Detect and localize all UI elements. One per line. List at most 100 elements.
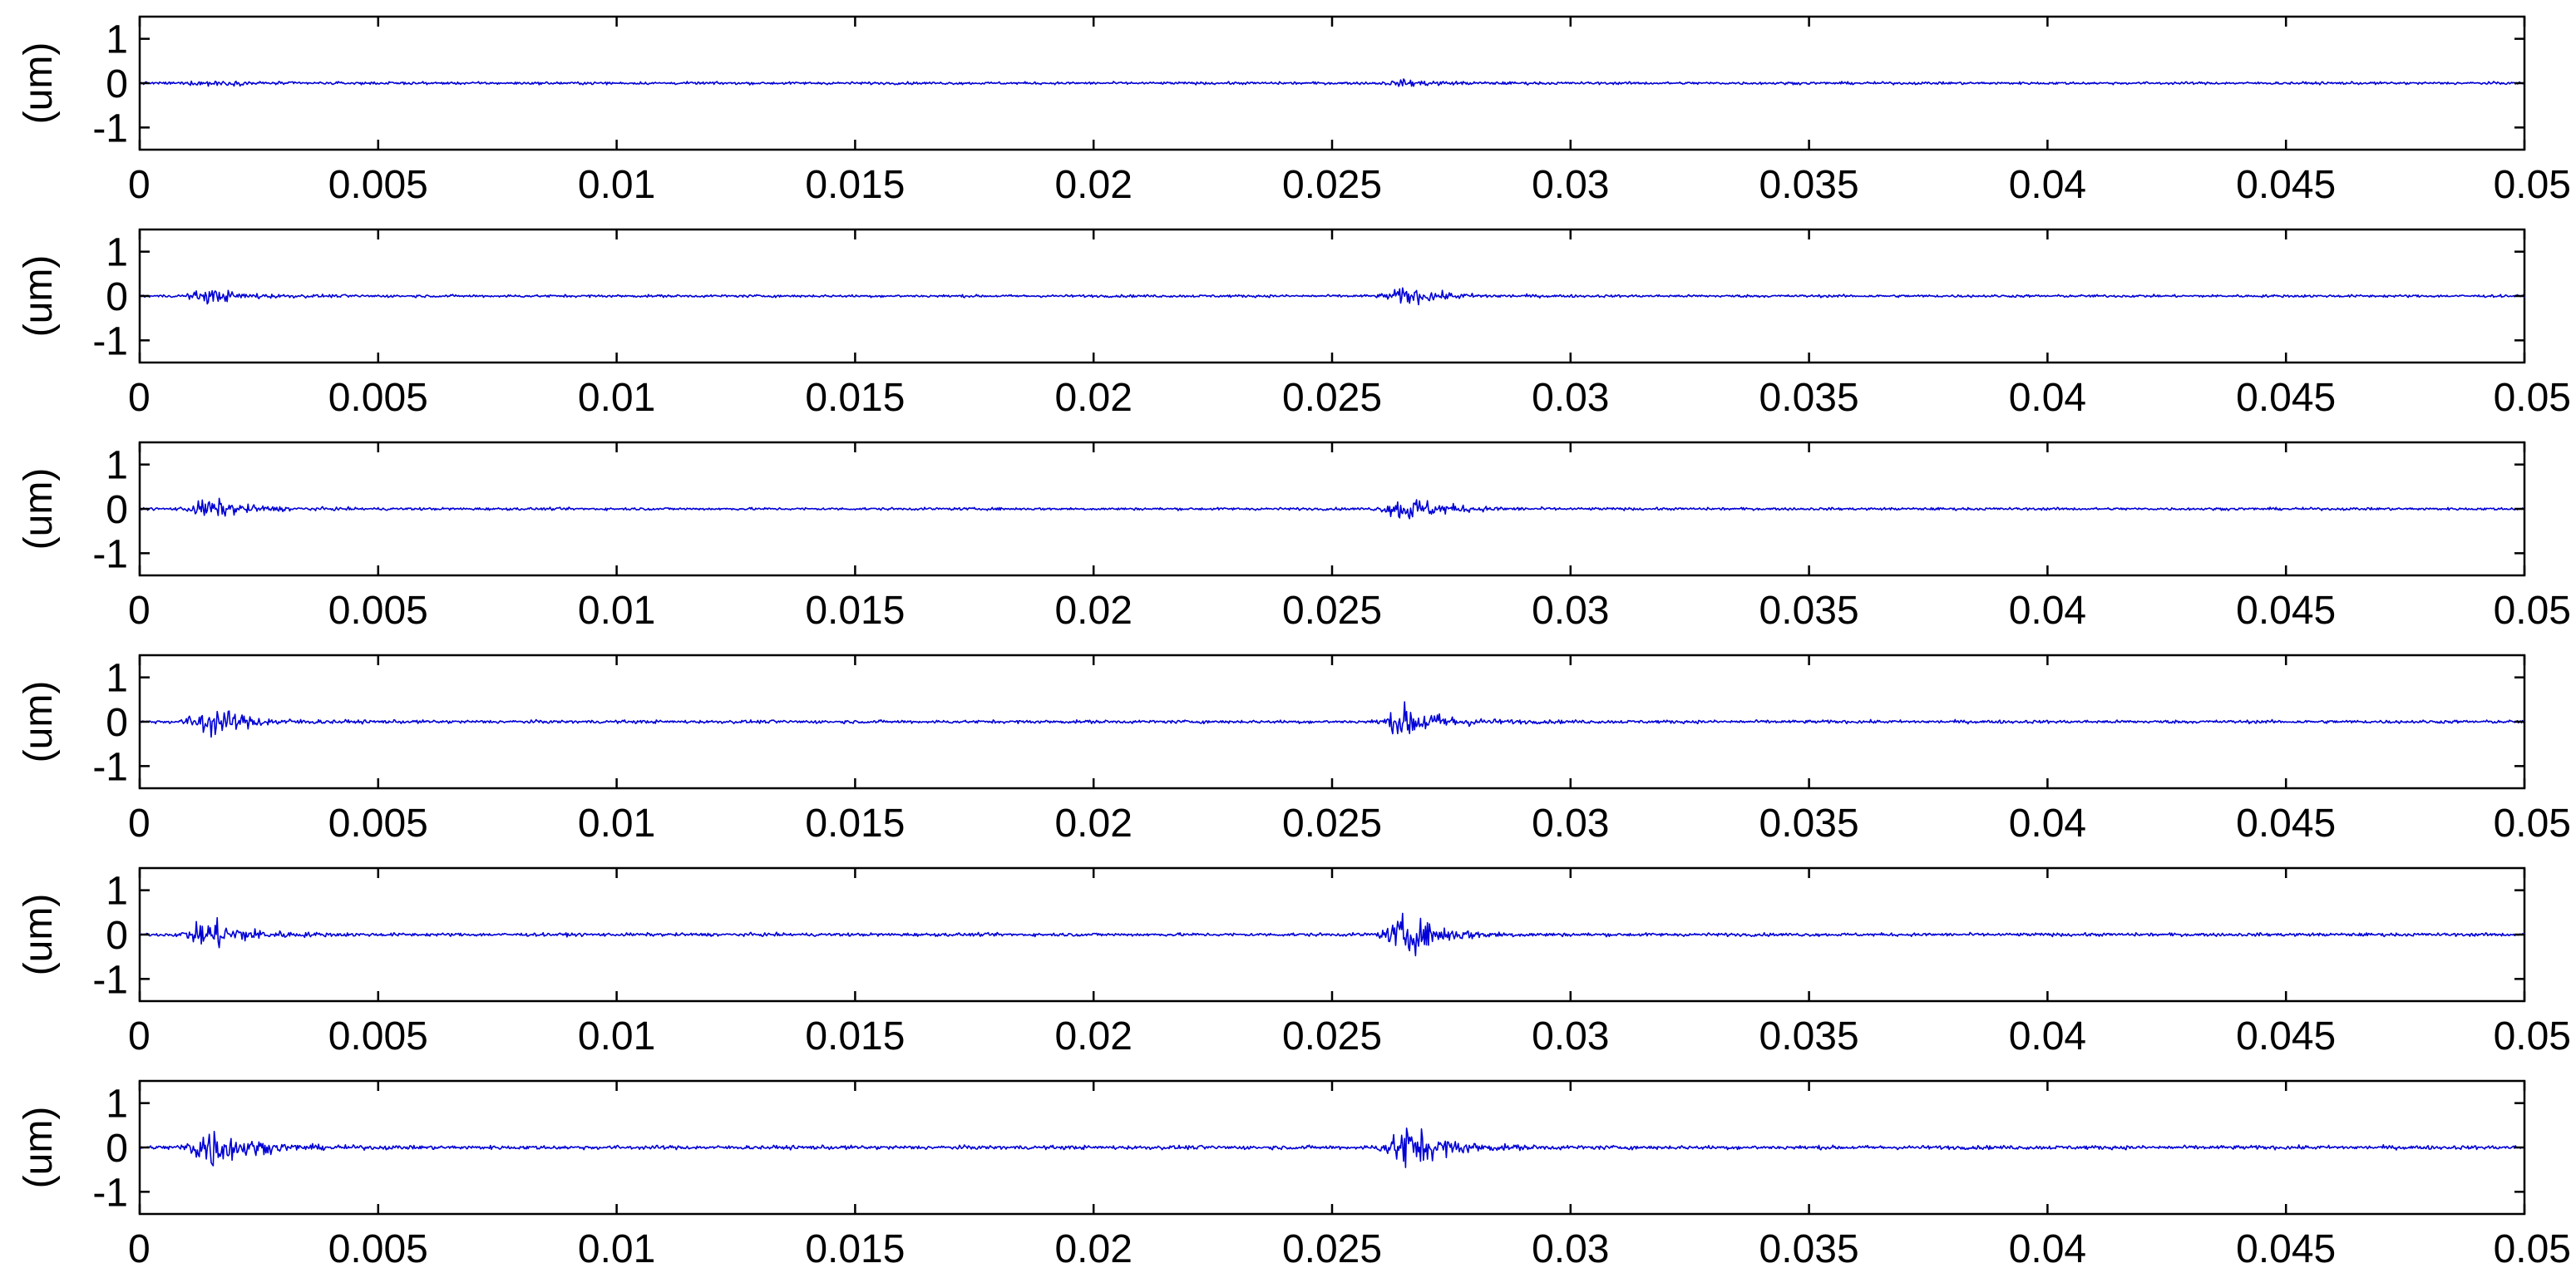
x-tick-label: 0.005 xyxy=(328,589,428,633)
y-axis-label: (um) xyxy=(17,681,61,763)
signal-trace xyxy=(139,497,2525,520)
x-tick-label: 0.04 xyxy=(2009,589,2086,633)
subplot-3: 0 0.005 0.01 0.015 0.02 0.025 0.03 0.035 0.04 0.0… xyxy=(17,441,2571,633)
y-tick-label: 0 xyxy=(106,275,128,319)
x-tick-label: 0.025 xyxy=(1282,1014,1382,1058)
x-tick-label: 0.035 xyxy=(1759,1014,1859,1058)
x-tick-label: 0 xyxy=(128,1227,151,1271)
x-tick-label: 0 xyxy=(128,802,151,846)
y-tick-label: 0 xyxy=(106,914,128,958)
x-tick-label: 0.005 xyxy=(328,163,428,207)
y-tick-label: -1 xyxy=(92,745,128,789)
x-tick-label: 0.05 xyxy=(2494,802,2571,846)
y-tick-label: -1 xyxy=(92,958,128,1002)
x-tick-label: 0.01 xyxy=(578,376,655,420)
x-tick-label: 0.015 xyxy=(805,163,905,207)
x-tick-label: 0.02 xyxy=(1054,1227,1132,1271)
x-tick-label: 0.04 xyxy=(2009,163,2086,207)
y-tick-label: 1 xyxy=(106,657,128,701)
y-axis-label: (um) xyxy=(17,42,61,125)
signal-trace xyxy=(139,287,2525,306)
x-tick-label: 0.04 xyxy=(2009,1014,2086,1058)
x-tick-label: 0.03 xyxy=(1532,163,1609,207)
x-tick-label: 0.02 xyxy=(1054,163,1132,207)
subplot-6: 0 0.005 0.01 0.015 0.02 0.025 0.03 0.035 0.04 0.0… xyxy=(17,1079,2571,1271)
signal-trace xyxy=(139,701,2525,738)
y-axis-label: (um) xyxy=(17,468,61,550)
x-tick-label: 0.025 xyxy=(1282,802,1382,846)
y-tick-label: -1 xyxy=(92,532,128,576)
x-tick-label: 0.015 xyxy=(805,1014,905,1058)
y-tick-label: 1 xyxy=(106,1083,128,1127)
x-tick-label: 0.035 xyxy=(1759,802,1859,846)
y-tick-label: -1 xyxy=(92,319,128,363)
x-tick-label: 0 xyxy=(128,163,151,207)
y-tick-label: -1 xyxy=(92,1171,128,1215)
signal-trace xyxy=(139,78,2525,87)
x-tick-label: 0.035 xyxy=(1759,376,1859,420)
x-tick-label: 0 xyxy=(128,1014,151,1058)
x-tick-label: 0.02 xyxy=(1054,1014,1132,1058)
x-tick-label: 0.025 xyxy=(1282,589,1382,633)
x-tick-label: 0.05 xyxy=(2494,1227,2571,1271)
x-tick-label: 0.045 xyxy=(2236,802,2336,846)
x-tick-label: 0.02 xyxy=(1054,376,1132,420)
y-axis-label: (um) xyxy=(17,1107,61,1189)
x-tick-label: 0.005 xyxy=(328,1227,428,1271)
x-tick-label: 0.015 xyxy=(805,802,905,846)
x-tick-label: 0.045 xyxy=(2236,1227,2336,1271)
x-tick-label: 0.005 xyxy=(328,1014,428,1058)
signal-trace xyxy=(139,912,2525,957)
x-tick-label: 0.045 xyxy=(2236,589,2336,633)
x-tick-label: 0.04 xyxy=(2009,802,2086,846)
x-tick-label: 0.01 xyxy=(578,802,655,846)
x-tick-label: 0.03 xyxy=(1532,1227,1609,1271)
y-tick-label: 1 xyxy=(106,444,128,488)
x-tick-label: 0.04 xyxy=(2009,1227,2086,1271)
x-tick-label: 0.025 xyxy=(1282,376,1382,420)
x-tick-label: 0.01 xyxy=(578,163,655,207)
x-tick-label: 0.025 xyxy=(1282,1227,1382,1271)
y-tick-label: 0 xyxy=(106,1127,128,1171)
x-tick-label: 0.035 xyxy=(1759,163,1859,207)
subplot-1: 0 0.005 0.01 0.015 0.02 0.025 0.03 0.035 0.04 0.0… xyxy=(17,15,2571,207)
x-tick-label: 0.03 xyxy=(1532,1014,1609,1058)
x-tick-label: 0.05 xyxy=(2494,376,2571,420)
x-tick-label: 0.035 xyxy=(1759,1227,1859,1271)
subplot-2: 0 0.005 0.01 0.015 0.02 0.025 0.03 0.035 0.04 0.0… xyxy=(17,228,2571,420)
x-tick-label: 0.045 xyxy=(2236,1014,2336,1058)
x-tick-label: 0.05 xyxy=(2494,1014,2571,1058)
x-tick-label: 0.005 xyxy=(328,802,428,846)
y-tick-label: 1 xyxy=(106,18,128,62)
x-tick-label: 0.045 xyxy=(2236,163,2336,207)
subplot-4: 0 0.005 0.01 0.015 0.02 0.025 0.03 0.035 0.04 0.0… xyxy=(17,654,2571,846)
x-tick-label: 0.02 xyxy=(1054,802,1132,846)
x-tick-label: 0.035 xyxy=(1759,589,1859,633)
x-tick-label: 0.045 xyxy=(2236,376,2336,420)
x-tick-label: 0.03 xyxy=(1532,802,1609,846)
subplot-5: 0 0.005 0.01 0.015 0.02 0.025 0.03 0.035 0.04 0.0… xyxy=(17,866,2571,1058)
x-tick-label: 0.05 xyxy=(2494,589,2571,633)
y-tick-label: -1 xyxy=(92,106,128,150)
x-tick-label: 0.05 xyxy=(2494,163,2571,207)
x-tick-label: 0.01 xyxy=(578,1227,655,1271)
x-tick-label: 0.015 xyxy=(805,1227,905,1271)
y-axis-label: (um) xyxy=(17,894,61,976)
x-tick-label: 0.01 xyxy=(578,1014,655,1058)
x-tick-label: 0.015 xyxy=(805,376,905,420)
x-tick-label: 0 xyxy=(128,376,151,420)
x-tick-label: 0.025 xyxy=(1282,163,1382,207)
x-tick-label: 0.015 xyxy=(805,589,905,633)
x-tick-label: 0.02 xyxy=(1054,589,1132,633)
x-tick-label: 0.03 xyxy=(1532,589,1609,633)
y-tick-label: 0 xyxy=(106,701,128,745)
y-tick-label: 0 xyxy=(106,488,128,532)
x-tick-label: 0 xyxy=(128,589,151,633)
signal-trace xyxy=(139,1128,2525,1168)
x-tick-label: 0.005 xyxy=(328,376,428,420)
y-tick-label: 0 xyxy=(106,62,128,106)
y-axis-label: (um) xyxy=(17,255,61,338)
x-tick-label: 0.04 xyxy=(2009,376,2086,420)
y-tick-label: 1 xyxy=(106,870,128,914)
